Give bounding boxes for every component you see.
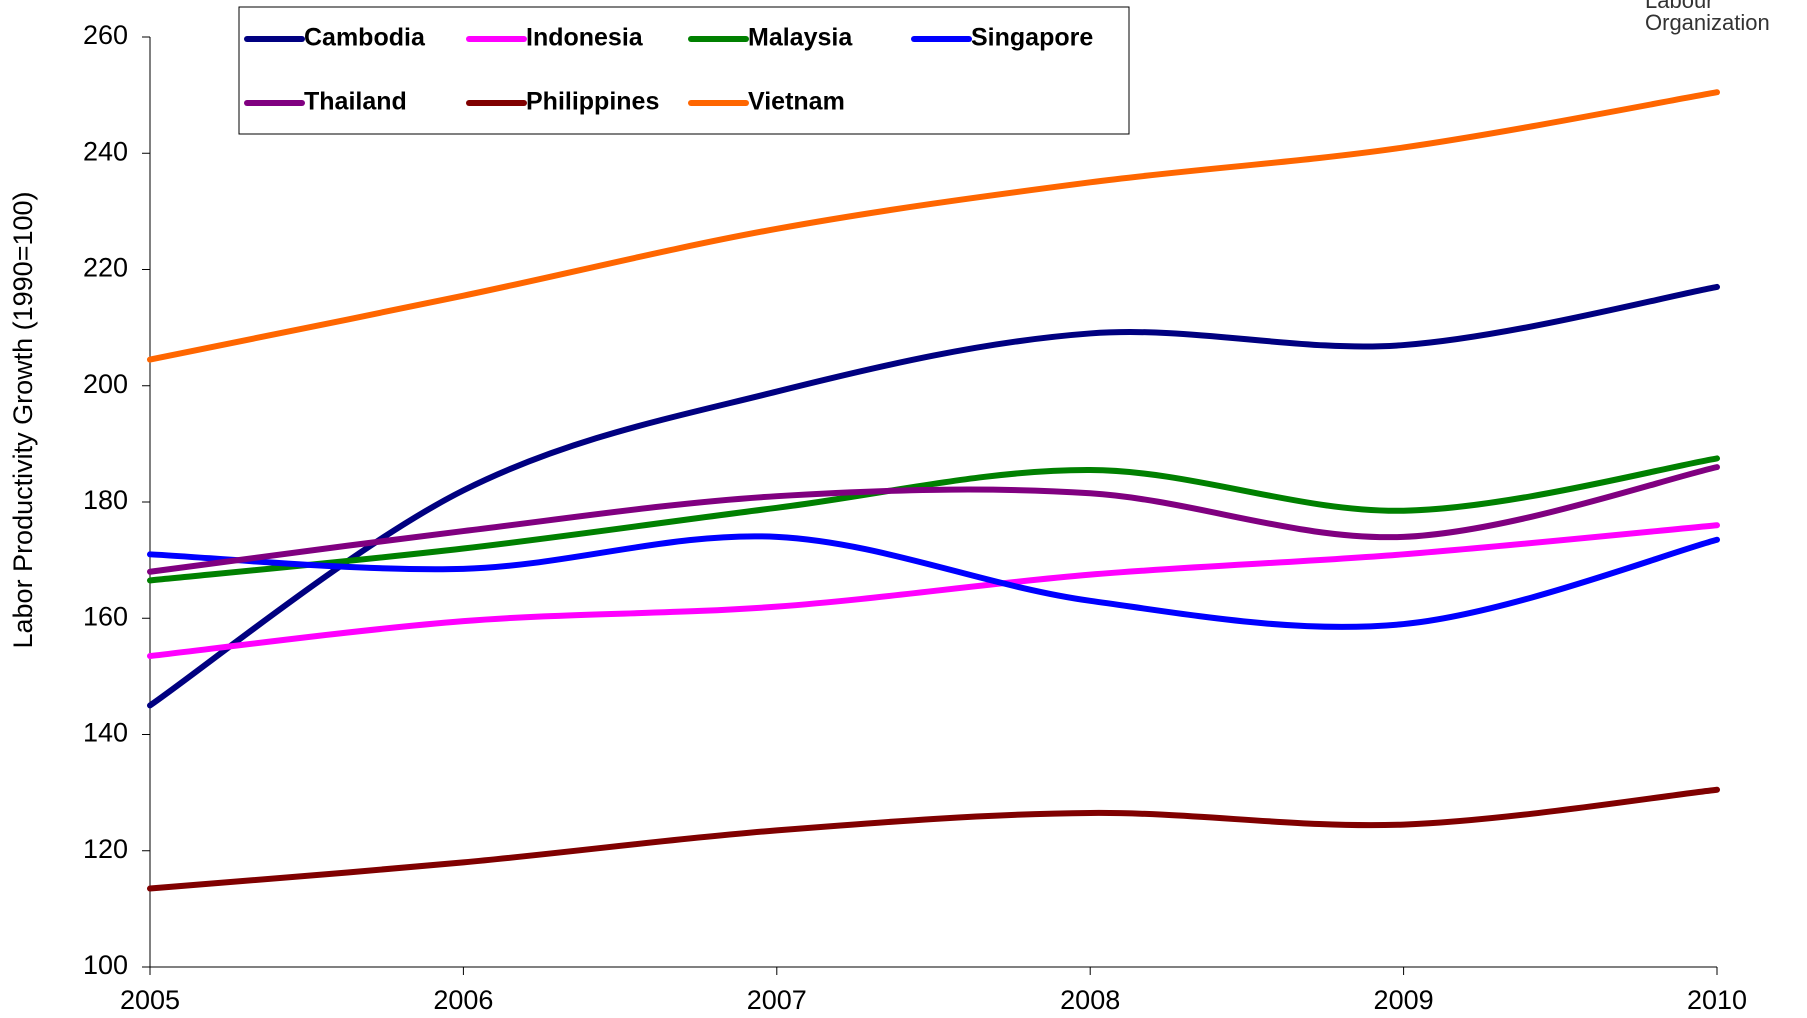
legend-label: Cambodia	[304, 24, 426, 52]
legend-box	[238, 6, 1130, 135]
line-series	[147, 455, 1720, 584]
logo-text: Labour	[1645, 0, 1714, 13]
line-series	[147, 522, 1720, 660]
y-axis-label: Labor Productivity Growth (1990=100)	[8, 192, 38, 649]
logo-text: Organization	[1645, 10, 1770, 35]
x-tick-label: 2005	[120, 985, 180, 1015]
y-tick-label: 200	[83, 369, 128, 399]
x-tick-label: 2009	[1374, 985, 1434, 1015]
y-tick-label: 160	[83, 601, 128, 631]
x-tick-label: 2008	[1060, 985, 1120, 1015]
y-tick-label: 120	[83, 834, 128, 864]
y-tick-label: 260	[83, 20, 128, 50]
y-tick-label: 100	[83, 950, 128, 980]
legend-label: Singapore	[971, 24, 1093, 52]
legend-label: Malaysia	[748, 24, 853, 52]
legend-label: Philippines	[526, 88, 659, 116]
line-series	[147, 89, 1720, 363]
x-tick-label: 2007	[747, 985, 807, 1015]
y-tick-label: 180	[83, 485, 128, 515]
y-tick-label: 240	[83, 136, 128, 166]
line-series	[147, 464, 1720, 575]
y-tick-label: 140	[83, 718, 128, 748]
legend-label: Vietnam	[748, 88, 845, 116]
x-tick-label: 2010	[1687, 985, 1747, 1015]
line-series	[147, 283, 1720, 709]
line-series	[147, 786, 1720, 892]
line-series	[147, 533, 1720, 630]
legend-label: Thailand	[304, 88, 407, 116]
legend-label: Indonesia	[526, 24, 644, 52]
y-tick-label: 220	[83, 253, 128, 283]
x-tick-label: 2006	[433, 985, 493, 1015]
